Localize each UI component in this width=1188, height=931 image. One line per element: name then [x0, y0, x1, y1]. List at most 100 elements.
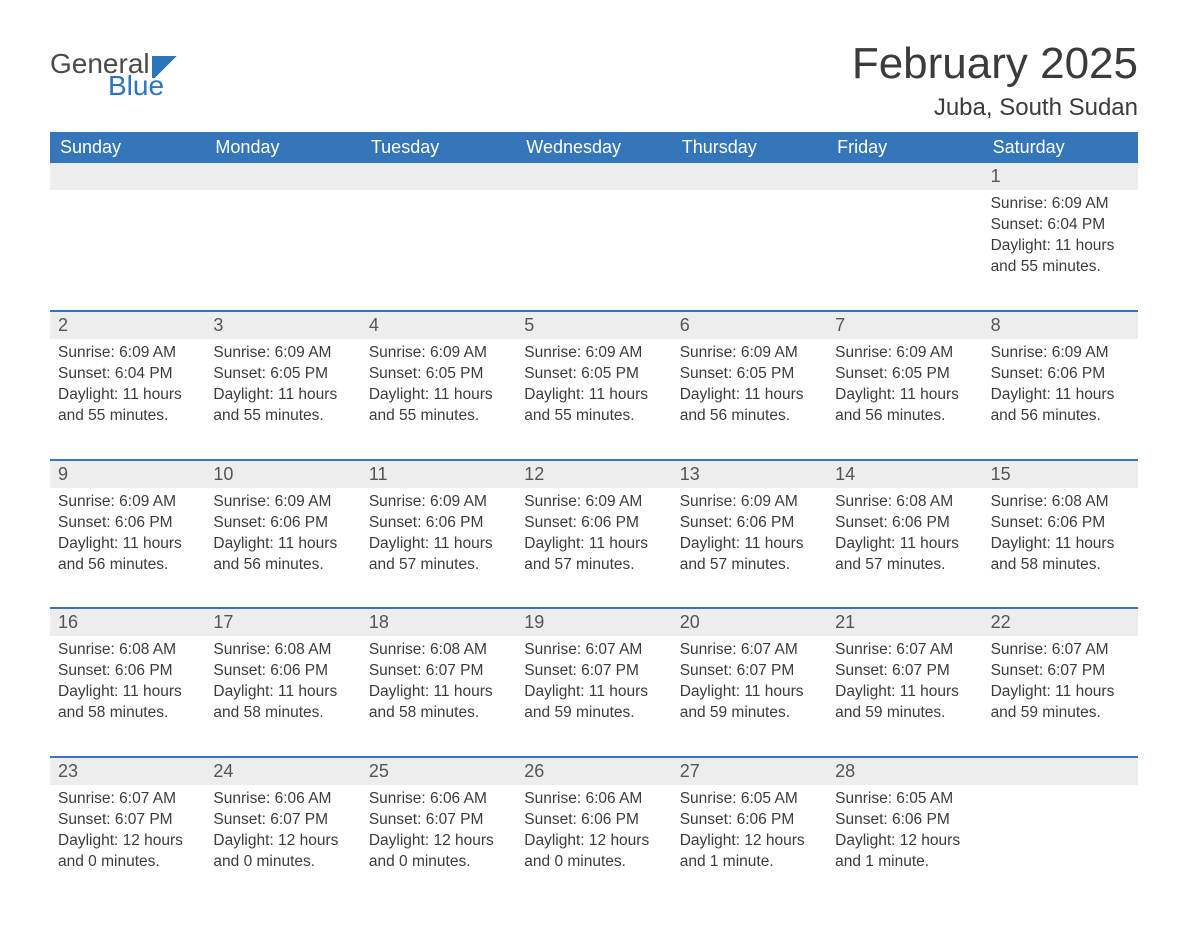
day-cell: [205, 190, 360, 296]
daynum-row: 16171819202122: [50, 609, 1138, 636]
daylight-text: Daylight: 11 hours and 58 minutes.: [58, 682, 197, 724]
sunrise-text: Sunrise: 6:06 AM: [213, 789, 352, 810]
sunrise-text: Sunrise: 6:05 AM: [835, 789, 974, 810]
daylight-text: Daylight: 11 hours and 55 minutes.: [369, 385, 508, 427]
day-cell: [983, 785, 1138, 891]
day-cell: Sunrise: 6:09 AMSunset: 6:05 PMDaylight:…: [827, 339, 982, 445]
sunrise-text: Sunrise: 6:09 AM: [213, 492, 352, 513]
sunset-text: Sunset: 6:07 PM: [835, 661, 974, 682]
daylight-text: Daylight: 11 hours and 56 minutes.: [680, 385, 819, 427]
day-cell: Sunrise: 6:09 AMSunset: 6:06 PMDaylight:…: [361, 488, 516, 594]
sunset-text: Sunset: 6:04 PM: [991, 215, 1130, 236]
daylight-text: Daylight: 12 hours and 1 minute.: [835, 831, 974, 873]
day-number: 22: [983, 609, 1138, 636]
sunset-text: Sunset: 6:06 PM: [213, 513, 352, 534]
daylight-text: Daylight: 11 hours and 55 minutes.: [991, 236, 1130, 278]
day-cell: Sunrise: 6:08 AMSunset: 6:06 PMDaylight:…: [205, 636, 360, 742]
day-cell: Sunrise: 6:09 AMSunset: 6:04 PMDaylight:…: [50, 339, 205, 445]
daynum-row: 2345678: [50, 312, 1138, 339]
daylight-text: Daylight: 12 hours and 0 minutes.: [524, 831, 663, 873]
day-cell: Sunrise: 6:09 AMSunset: 6:05 PMDaylight:…: [516, 339, 671, 445]
sunset-text: Sunset: 6:06 PM: [991, 364, 1130, 385]
header: General Blue February 2025 Juba, South S…: [50, 40, 1138, 122]
sunset-text: Sunset: 6:05 PM: [835, 364, 974, 385]
day-cell: Sunrise: 6:05 AMSunset: 6:06 PMDaylight:…: [672, 785, 827, 891]
daylight-text: Daylight: 11 hours and 56 minutes.: [835, 385, 974, 427]
day-number: 25: [361, 758, 516, 785]
sunset-text: Sunset: 6:05 PM: [524, 364, 663, 385]
day-number: [205, 163, 360, 190]
daylight-text: Daylight: 11 hours and 57 minutes.: [835, 534, 974, 576]
day-cell: Sunrise: 6:07 AMSunset: 6:07 PMDaylight:…: [672, 636, 827, 742]
daylight-text: Daylight: 12 hours and 0 minutes.: [369, 831, 508, 873]
daylight-text: Daylight: 11 hours and 58 minutes.: [991, 534, 1130, 576]
sunset-text: Sunset: 6:05 PM: [680, 364, 819, 385]
weekday-saturday: Saturday: [983, 132, 1138, 163]
day-cell: Sunrise: 6:07 AMSunset: 6:07 PMDaylight:…: [516, 636, 671, 742]
daylight-text: Daylight: 12 hours and 0 minutes.: [58, 831, 197, 873]
day-number: 7: [827, 312, 982, 339]
daylight-text: Daylight: 11 hours and 58 minutes.: [369, 682, 508, 724]
day-number: [516, 163, 671, 190]
sunrise-text: Sunrise: 6:09 AM: [369, 343, 508, 364]
daylight-text: Daylight: 11 hours and 55 minutes.: [524, 385, 663, 427]
sunrise-text: Sunrise: 6:09 AM: [58, 492, 197, 513]
sunrise-text: Sunrise: 6:08 AM: [369, 640, 508, 661]
day-number: 9: [50, 461, 205, 488]
weekday-header: SundayMondayTuesdayWednesdayThursdayFrid…: [50, 132, 1138, 163]
day-cell: Sunrise: 6:09 AMSunset: 6:05 PMDaylight:…: [361, 339, 516, 445]
day-number: 19: [516, 609, 671, 636]
location-label: Juba, South Sudan: [852, 94, 1138, 122]
sunrise-text: Sunrise: 6:09 AM: [213, 343, 352, 364]
day-number: 24: [205, 758, 360, 785]
daylight-text: Daylight: 12 hours and 0 minutes.: [213, 831, 352, 873]
sunset-text: Sunset: 6:06 PM: [58, 513, 197, 534]
daynum-row: 232425262728: [50, 758, 1138, 785]
sunset-text: Sunset: 6:04 PM: [58, 364, 197, 385]
sunrise-text: Sunrise: 6:09 AM: [991, 343, 1130, 364]
day-number: [672, 163, 827, 190]
day-cell: Sunrise: 6:08 AMSunset: 6:06 PMDaylight:…: [50, 636, 205, 742]
sunrise-text: Sunrise: 6:08 AM: [835, 492, 974, 513]
daylight-text: Daylight: 11 hours and 59 minutes.: [835, 682, 974, 724]
day-number: 28: [827, 758, 982, 785]
day-number: 18: [361, 609, 516, 636]
sunset-text: Sunset: 6:06 PM: [991, 513, 1130, 534]
daylight-text: Daylight: 11 hours and 57 minutes.: [680, 534, 819, 576]
sunrise-text: Sunrise: 6:07 AM: [991, 640, 1130, 661]
day-cell: Sunrise: 6:07 AMSunset: 6:07 PMDaylight:…: [50, 785, 205, 891]
day-cell: Sunrise: 6:06 AMSunset: 6:06 PMDaylight:…: [516, 785, 671, 891]
sunset-text: Sunset: 6:05 PM: [369, 364, 508, 385]
sunrise-text: Sunrise: 6:06 AM: [524, 789, 663, 810]
daylight-text: Daylight: 11 hours and 59 minutes.: [524, 682, 663, 724]
calendar: SundayMondayTuesdayWednesdayThursdayFrid…: [50, 132, 1138, 890]
daylight-text: Daylight: 12 hours and 1 minute.: [680, 831, 819, 873]
day-number: 4: [361, 312, 516, 339]
sunrise-text: Sunrise: 6:08 AM: [213, 640, 352, 661]
day-cell: Sunrise: 6:09 AMSunset: 6:06 PMDaylight:…: [50, 488, 205, 594]
day-number: 5: [516, 312, 671, 339]
day-number: 14: [827, 461, 982, 488]
sunset-text: Sunset: 6:06 PM: [524, 810, 663, 831]
sunrise-text: Sunrise: 6:07 AM: [680, 640, 819, 661]
sunrise-text: Sunrise: 6:06 AM: [369, 789, 508, 810]
sunset-text: Sunset: 6:07 PM: [369, 661, 508, 682]
daylight-text: Daylight: 11 hours and 56 minutes.: [991, 385, 1130, 427]
weekday-sunday: Sunday: [50, 132, 205, 163]
sunrise-text: Sunrise: 6:09 AM: [835, 343, 974, 364]
day-number: 26: [516, 758, 671, 785]
sunset-text: Sunset: 6:07 PM: [991, 661, 1130, 682]
day-number: 1: [983, 163, 1138, 190]
sunset-text: Sunset: 6:05 PM: [213, 364, 352, 385]
day-number: 20: [672, 609, 827, 636]
day-cell: Sunrise: 6:09 AMSunset: 6:05 PMDaylight:…: [205, 339, 360, 445]
sunrise-text: Sunrise: 6:08 AM: [991, 492, 1130, 513]
day-number: 10: [205, 461, 360, 488]
sunset-text: Sunset: 6:06 PM: [58, 661, 197, 682]
daylight-text: Daylight: 11 hours and 59 minutes.: [680, 682, 819, 724]
sunrise-text: Sunrise: 6:07 AM: [58, 789, 197, 810]
daylight-text: Daylight: 11 hours and 57 minutes.: [369, 534, 508, 576]
day-cell: Sunrise: 6:09 AMSunset: 6:05 PMDaylight:…: [672, 339, 827, 445]
daylight-text: Daylight: 11 hours and 56 minutes.: [213, 534, 352, 576]
week-row: 16171819202122Sunrise: 6:08 AMSunset: 6:…: [50, 607, 1138, 742]
